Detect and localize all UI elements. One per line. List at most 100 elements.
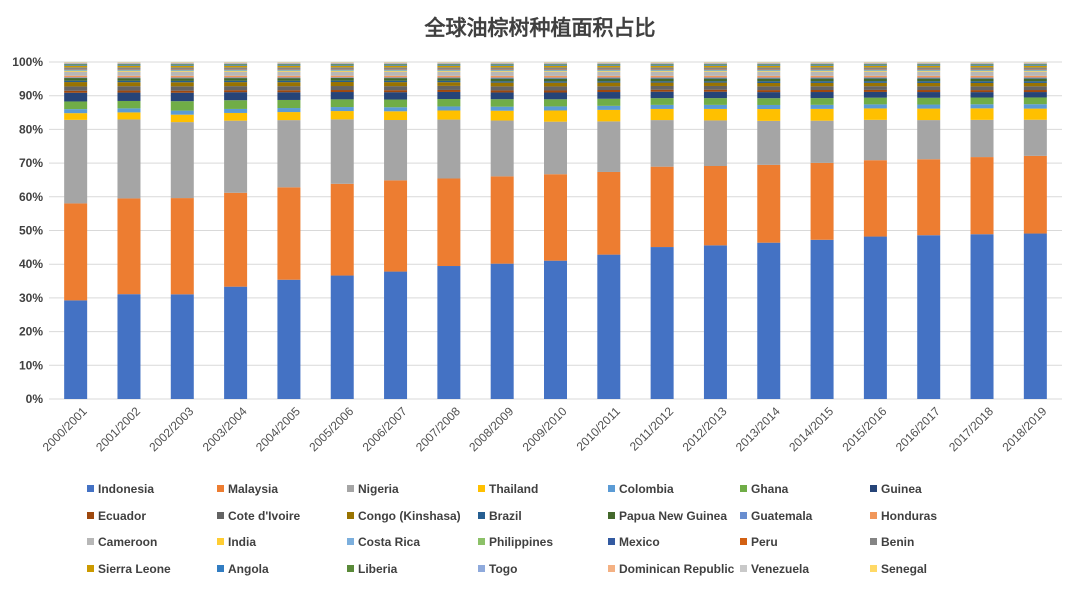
- bar-segment: [384, 86, 408, 91]
- bar-segment: [384, 75, 408, 78]
- bar-segment: [1023, 65, 1047, 68]
- bar-segment: [64, 67, 88, 70]
- legend-label: Benin: [881, 535, 914, 549]
- legend-swatch: [347, 485, 354, 492]
- bar-segment: [277, 78, 301, 81]
- bar-segment: [597, 71, 621, 76]
- bar-segment: [863, 75, 887, 78]
- bar-segment: [277, 112, 301, 121]
- bar-segment: [384, 77, 408, 79]
- bar-segment: [490, 71, 514, 72]
- legend-label: Malaysia: [228, 482, 278, 496]
- bar-segment: [863, 78, 887, 82]
- bar-segment: [490, 86, 514, 91]
- legend-swatch: [87, 565, 94, 572]
- bar-segment: [970, 119, 994, 158]
- bar-segment: [117, 108, 141, 113]
- y-tick-label: 100%: [12, 55, 43, 69]
- legend-swatch: [608, 485, 615, 492]
- bar-segment: [650, 64, 674, 66]
- bar-segment: [970, 65, 994, 68]
- bar-segment: [437, 64, 461, 66]
- bar-segment: [64, 86, 88, 91]
- bar-segment: [544, 82, 567, 87]
- bar-segment: [810, 67, 834, 70]
- bar-segment: [490, 110, 514, 121]
- bar-segment: [224, 112, 248, 121]
- bar-segment: [544, 70, 567, 72]
- bar-segment: [1023, 71, 1047, 76]
- bar-segment: [917, 104, 941, 109]
- bar-segment: [490, 99, 514, 107]
- bar-segment: [330, 78, 354, 81]
- bar-segment: [330, 92, 354, 100]
- bar-segment: [863, 91, 887, 98]
- bar-segment: [703, 77, 727, 79]
- bar-segment: [437, 67, 461, 70]
- bar-segment: [277, 71, 301, 76]
- bar-segment: [490, 176, 514, 264]
- bar-segment: [810, 108, 834, 121]
- bar-segment: [117, 63, 141, 65]
- bar-segment: [64, 64, 88, 65]
- bar-segment: [650, 120, 674, 167]
- bar-segment: [224, 67, 248, 70]
- legend-label: Sierra Leone: [98, 562, 171, 576]
- y-tick-label: 50%: [19, 224, 43, 238]
- bar-segment: [863, 70, 887, 72]
- bar-segment: [650, 71, 674, 72]
- legend-swatch: [87, 512, 94, 519]
- bar-segment: [437, 63, 461, 65]
- bar-segment: [650, 65, 674, 68]
- bar-segment: [490, 71, 514, 76]
- bar-segment: [810, 104, 834, 109]
- bar-segment: [170, 64, 194, 66]
- bar-segment: [117, 67, 141, 70]
- bar-segment: [490, 120, 514, 177]
- bar-segment: [757, 78, 781, 82]
- bar-segment: [224, 92, 248, 101]
- bar-segment: [170, 67, 194, 70]
- bar-stack: [117, 62, 141, 399]
- legend-item: Nigeria: [347, 482, 399, 496]
- bar-segment: [437, 70, 461, 72]
- bar-segment: [437, 71, 461, 72]
- bar-segment: [703, 67, 727, 70]
- bar-segment: [757, 82, 781, 87]
- bar-segment: [1023, 104, 1047, 109]
- bar-segment: [757, 164, 781, 243]
- bar-segment: [757, 98, 781, 105]
- bar-segment: [64, 113, 88, 120]
- legend-swatch: [347, 512, 354, 519]
- bar-segment: [597, 70, 621, 72]
- bar-segment: [703, 62, 727, 64]
- bar-segment: [330, 64, 354, 66]
- legend-item: Indonesia: [87, 482, 154, 496]
- bar-segment: [757, 92, 781, 99]
- bar-segment: [703, 71, 727, 76]
- bar-segment: [490, 63, 514, 65]
- bar-segment: [384, 62, 408, 64]
- bar-segment: [117, 71, 141, 76]
- bar-segment: [437, 78, 461, 81]
- bar-segment: [437, 110, 461, 120]
- bar-segment: [490, 64, 514, 66]
- bar-segment: [384, 180, 408, 272]
- bar-segment: [117, 86, 141, 91]
- bar-segment: [224, 286, 248, 399]
- bar-segment: [544, 62, 567, 64]
- bar-segment: [970, 64, 994, 66]
- bar-segment: [437, 82, 461, 86]
- bar-segment: [703, 70, 727, 72]
- legend-label: Brazil: [489, 509, 522, 523]
- bar-segment: [117, 119, 141, 199]
- bar-segment: [917, 108, 941, 121]
- bar-segment: [384, 92, 408, 100]
- bar-segment: [544, 77, 567, 79]
- bar-segment: [224, 78, 248, 81]
- legend-swatch: [478, 538, 485, 545]
- bar-segment: [1023, 108, 1047, 120]
- legend-item: Brazil: [478, 509, 522, 523]
- bar-segment: [437, 178, 461, 267]
